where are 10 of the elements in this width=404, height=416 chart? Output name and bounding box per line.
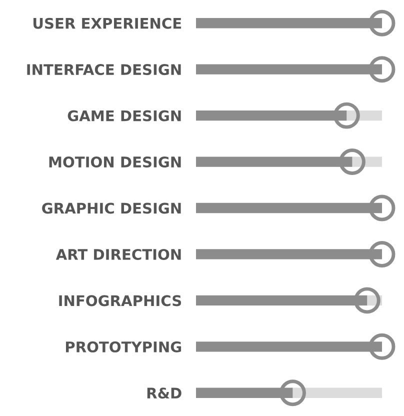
y-tick-label: INTERFACE DESIGN <box>27 64 181 76</box>
y-tick-label: INFOGRAPHICS <box>59 295 182 306</box>
y-tick-label: ART DIRECTION <box>56 248 181 260</box>
y-tick-label: USER EXPERIENCE <box>33 18 182 29</box>
y-tick-label: PROTOTYPING <box>66 341 182 352</box>
y-tick-label: MOTION DESIGN <box>49 156 181 168</box>
bar <box>292 388 382 398</box>
y-tick-label: GAME DESIGN <box>68 110 181 122</box>
y-tick-label: GRAPHIC DESIGN <box>42 202 181 214</box>
y-tick-label: R&D <box>147 388 182 399</box>
